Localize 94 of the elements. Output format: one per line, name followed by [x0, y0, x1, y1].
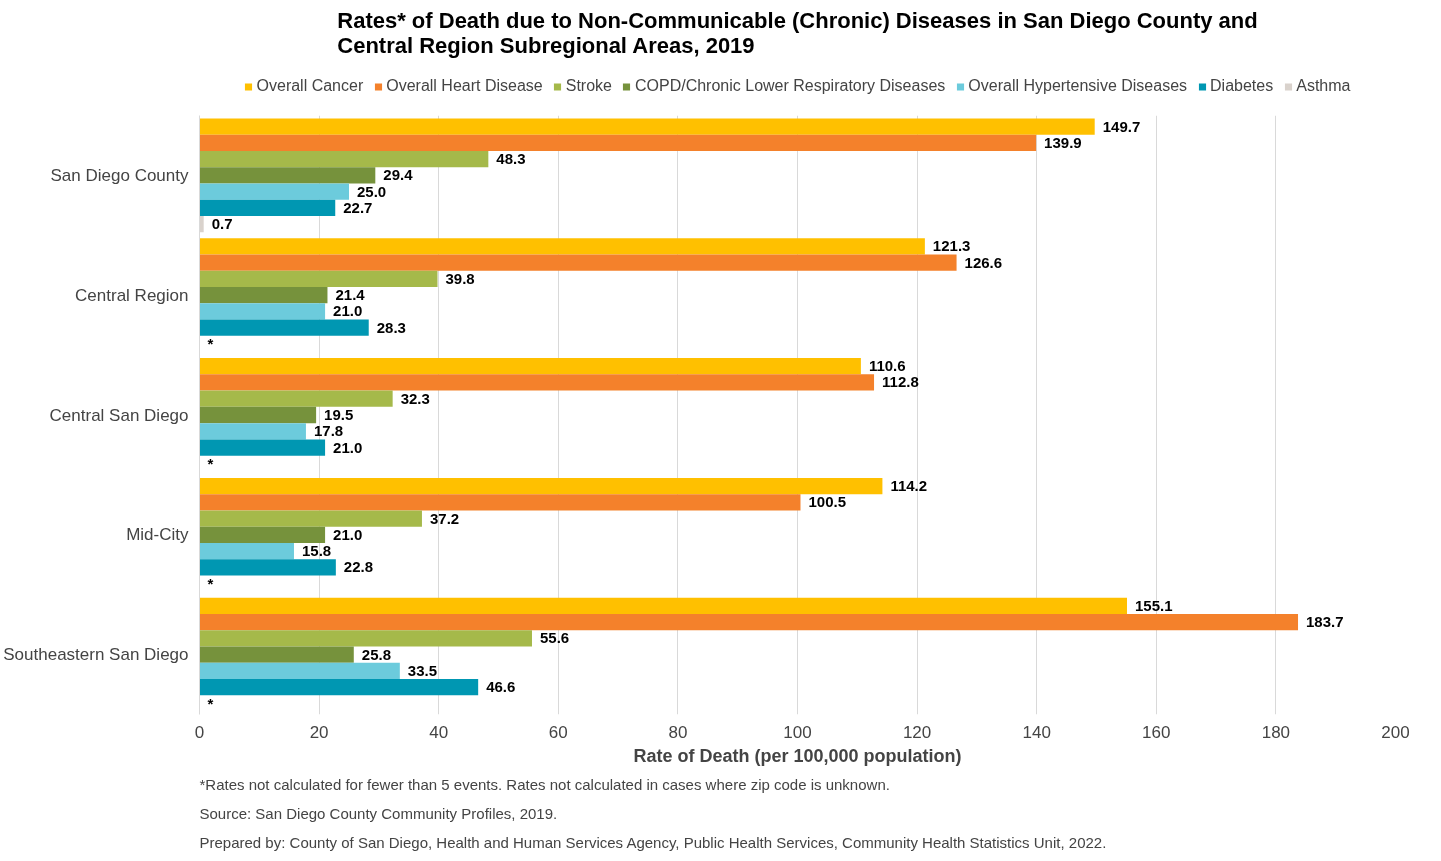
legend-label: Overall Hypertensive Diseases [968, 77, 1188, 95]
bar [199, 494, 801, 511]
data-label: 21.4 [335, 286, 366, 304]
bar [199, 646, 354, 663]
bar [199, 613, 1299, 631]
bar [199, 118, 1095, 135]
x-tick-label: 180 [1261, 722, 1291, 742]
bar [199, 423, 306, 440]
data-label: 29.4 [383, 166, 414, 184]
legend-label: Stroke [565, 77, 612, 95]
data-label: 126.6 [964, 253, 1003, 271]
y-tick-label: Mid-City [126, 525, 189, 545]
bar [199, 254, 957, 271]
bar [199, 358, 861, 375]
chart-title: Rates* of Death due to Non-Communicable (Chronic) Diseases in San Diego County and Central Region Subregional Areas, 2019 [337, 7, 1258, 58]
bar [199, 134, 1037, 152]
data-label: 15.8 [301, 542, 332, 560]
data-label: 112.8 [882, 373, 919, 391]
bar [199, 199, 336, 217]
data-label: 48.3 [496, 150, 526, 168]
data-label: 183.7 [1306, 613, 1344, 631]
bar [199, 477, 883, 495]
x-tick-label: 60 [548, 722, 568, 742]
bar [199, 597, 1127, 614]
data-label: 21.0 [333, 302, 363, 320]
bar [199, 390, 393, 407]
y-tick-label: San Diego County [50, 165, 189, 185]
data-label: 121.3 [932, 237, 971, 255]
data-label: 46.6 [486, 678, 516, 696]
data-label: 22.7 [343, 198, 373, 216]
bar [199, 319, 369, 336]
data-label: 37.2 [429, 509, 460, 527]
bar [199, 151, 489, 168]
bar [199, 439, 326, 456]
y-tick-label: Central Region [75, 285, 189, 305]
data-label: 25.8 [361, 645, 391, 663]
bar [199, 542, 294, 560]
x-tick-label: 40 [429, 722, 449, 742]
text: * [207, 455, 214, 473]
bar [199, 630, 532, 647]
x-tick-label: 100 [783, 722, 812, 742]
data-label: 25.0 [357, 182, 387, 200]
data-label: 21.0 [333, 525, 363, 543]
x-tick-label: 200 [1381, 722, 1410, 742]
y-tick-label: Central San Diego [49, 405, 189, 425]
bar [199, 238, 925, 255]
legend-label: Diabetes [1210, 77, 1274, 95]
x-tick-label: 160 [1142, 722, 1171, 742]
x-tick-label: 140 [1022, 722, 1051, 742]
bar [199, 374, 875, 391]
data-label: 139.9 [1044, 133, 1082, 151]
bar [199, 270, 438, 288]
bar [199, 183, 349, 200]
data-label: 155.1 [1135, 596, 1173, 614]
bar [199, 167, 376, 184]
data-label: 33.5 [407, 661, 438, 679]
data-label: 149.7 [1102, 117, 1141, 135]
bar [199, 216, 204, 233]
data-label: 32.3 [400, 389, 430, 407]
data-label: 22.8 [343, 558, 374, 576]
text: *Rates not calculated for fewer than 5 events. Rates not calculated in cases where zip code is unknown. [199, 775, 890, 793]
x-tick-label: 0 [194, 722, 205, 742]
data-label: 28.3 [376, 318, 406, 336]
source-note: Source: San Diego County Community Profiles, 2019. [199, 804, 558, 822]
text: * [207, 694, 214, 712]
data-label: 100.5 [808, 493, 847, 511]
x-tick-label: 80 [668, 722, 688, 742]
bar [199, 510, 422, 527]
data-label: 21.0 [333, 438, 363, 456]
bar [199, 526, 326, 543]
legend-label: COPD/Chronic Lower Respiratory Diseases [634, 77, 946, 95]
legend-label: Overall Cancer [256, 77, 364, 95]
bar [199, 559, 336, 576]
x-tick-label: 120 [902, 722, 932, 742]
bar [199, 678, 479, 696]
data-label: 110.6 [868, 357, 906, 375]
y-tick-label: Southeastern San Diego [3, 645, 189, 665]
x-axis-title: Rate of Death (per 100,000 population) [633, 745, 962, 766]
bar [199, 662, 400, 679]
data-label: 19.5 [324, 406, 354, 423]
bar [199, 287, 328, 304]
data-label: 55.6 [539, 629, 570, 647]
data-label: 0.7 [211, 215, 233, 233]
data-label: 39.8 [445, 269, 475, 287]
bar [199, 406, 317, 424]
text: * [207, 335, 214, 353]
bar [199, 303, 326, 320]
data-label: 17.8 [313, 422, 344, 440]
text: Prepared by: County of San Diego, Health and Human Services Agency, Public Health Services, Community Health Statistics Unit, 2022. [199, 833, 1107, 851]
x-tick-label: 20 [309, 722, 329, 742]
data-label: 114.2 [890, 477, 928, 495]
legend-label: Asthma [1296, 77, 1351, 95]
legend-label: Overall Heart Disease [386, 77, 543, 95]
text: * [207, 575, 214, 593]
